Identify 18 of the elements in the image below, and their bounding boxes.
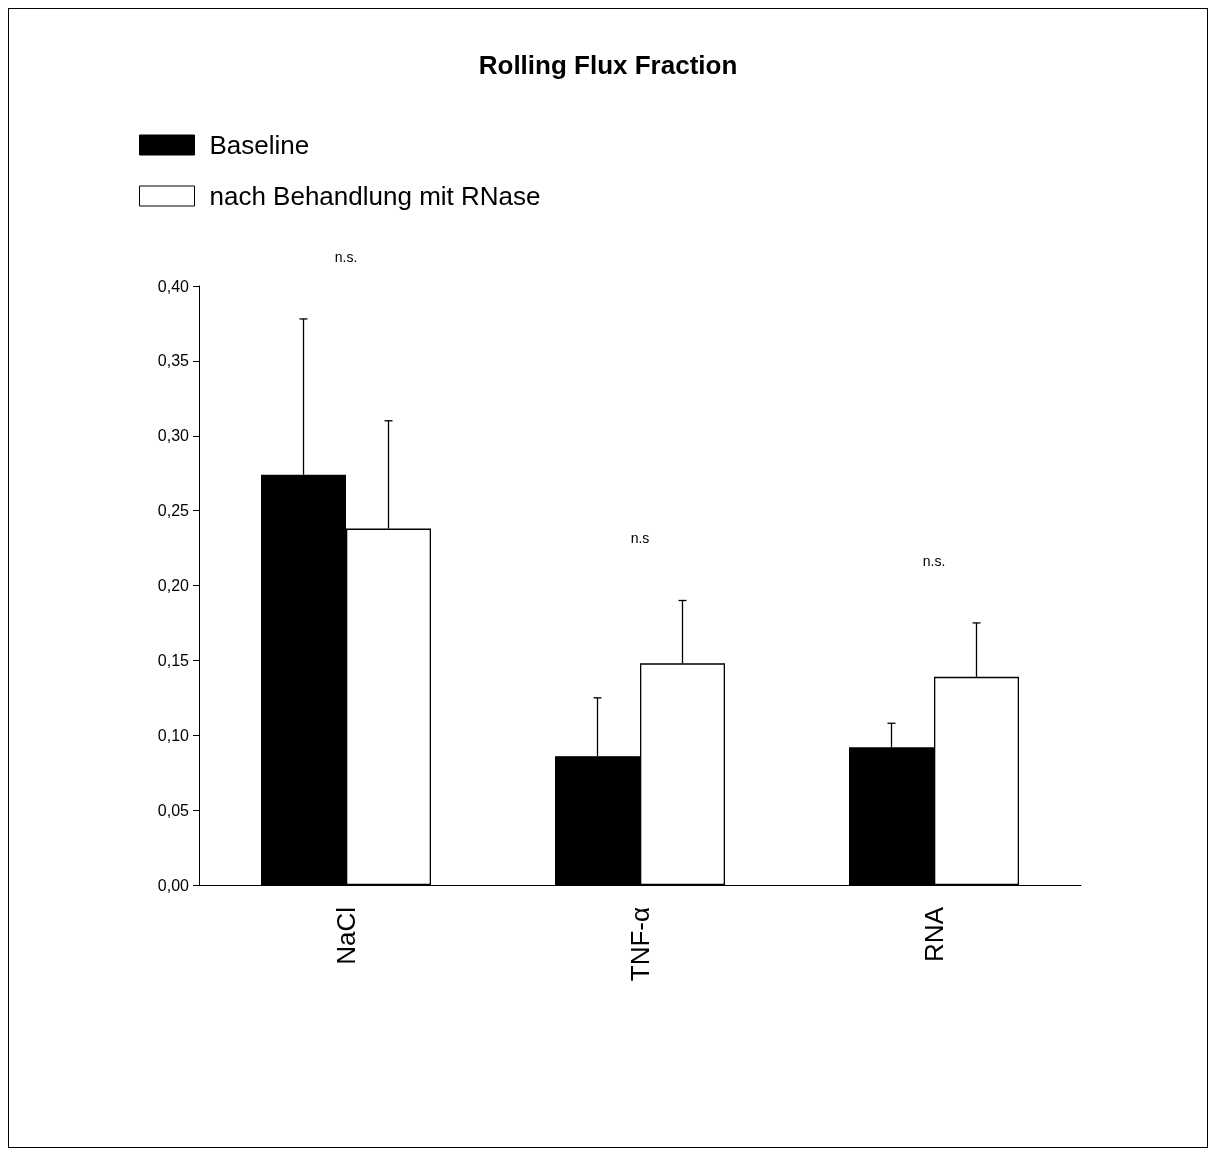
x-tick-label: RNA [919,906,949,962]
y-tick-label: 0,25 [157,502,190,520]
annotation: n.s. [922,552,946,569]
annotation: n.s [630,530,650,547]
y-tick-label: 0,35 [157,352,190,370]
chart-title: Rolling Flux Fraction [478,50,738,80]
x-tick-label: NaCl [331,907,361,965]
y-tick-label: 0,05 [157,801,190,819]
y-tick-label: 0,15 [157,651,190,669]
x-tick-label: TNF-α [625,907,655,982]
legend-label: nach Behandlung mit RNase [209,181,541,211]
y-tick-label: 0,10 [157,726,190,744]
y-tick-label: 0,40 [157,277,190,295]
y-tick-label: 0,20 [157,577,190,594]
y-tick-label: 0,00 [157,876,190,894]
y-tick-label: 0,30 [157,427,190,445]
legend-label: Baseline [209,130,310,160]
text: n.s. [334,248,358,265]
